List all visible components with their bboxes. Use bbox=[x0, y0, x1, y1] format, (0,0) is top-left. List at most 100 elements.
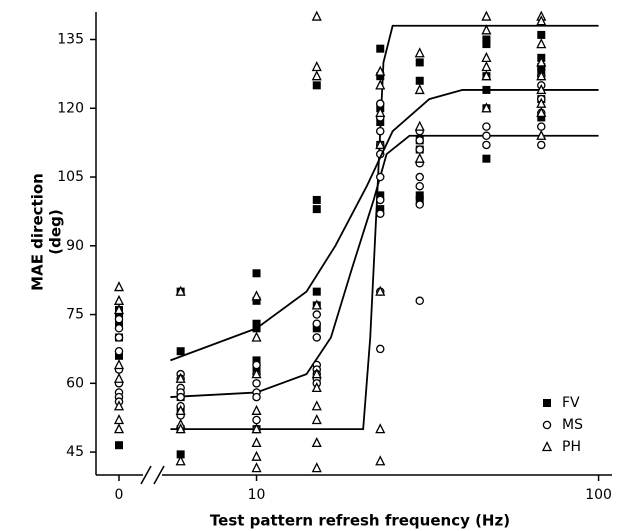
legend-label: FV bbox=[562, 395, 580, 411]
data-point bbox=[481, 10, 492, 21]
data-point bbox=[415, 200, 424, 209]
y-tick-label: 105 bbox=[57, 169, 84, 185]
data-point bbox=[312, 205, 321, 214]
data-point bbox=[114, 346, 124, 356]
data-point bbox=[376, 209, 385, 218]
data-point bbox=[312, 81, 321, 90]
y-tick-label: 135 bbox=[57, 32, 84, 48]
data-point bbox=[113, 414, 125, 425]
data-point bbox=[375, 285, 386, 296]
data-point bbox=[481, 51, 492, 62]
data-point bbox=[311, 10, 322, 21]
axis-break bbox=[153, 465, 165, 485]
data-point bbox=[311, 70, 322, 81]
data-point bbox=[375, 423, 386, 434]
data-point bbox=[113, 400, 125, 411]
data-point bbox=[536, 83, 547, 95]
data-point bbox=[252, 319, 261, 328]
y-tick-label: 45 bbox=[66, 444, 84, 460]
data-point bbox=[115, 310, 123, 319]
data-point bbox=[536, 106, 547, 118]
data-point bbox=[251, 450, 262, 461]
data-point bbox=[375, 455, 386, 466]
data-point bbox=[312, 310, 322, 319]
data-point bbox=[376, 172, 385, 182]
data-point bbox=[376, 126, 385, 136]
fit-curve bbox=[170, 24, 599, 431]
data-point bbox=[176, 392, 185, 402]
data-point bbox=[536, 15, 547, 26]
data-point bbox=[252, 269, 261, 278]
data-point bbox=[376, 118, 385, 127]
data-point bbox=[481, 70, 492, 81]
data-point bbox=[176, 347, 185, 356]
data-point bbox=[115, 441, 123, 450]
data-point bbox=[311, 381, 322, 393]
data-point bbox=[482, 131, 491, 141]
data-point bbox=[376, 344, 385, 354]
data-point bbox=[481, 24, 492, 35]
data-point bbox=[252, 392, 261, 402]
data-point bbox=[414, 83, 425, 95]
legend-label: MS bbox=[562, 417, 583, 433]
data-point bbox=[251, 368, 262, 379]
y-tick-label: 75 bbox=[66, 307, 84, 323]
data-point bbox=[537, 113, 546, 122]
x-tick-label: 10 bbox=[248, 487, 266, 503]
y-axis-label: (deg) bbox=[47, 209, 65, 254]
data-point bbox=[414, 152, 425, 163]
data-point bbox=[536, 56, 547, 67]
data-point bbox=[415, 191, 424, 200]
data-point bbox=[482, 40, 491, 49]
data-point bbox=[251, 331, 262, 342]
data-point bbox=[415, 145, 424, 154]
data-point bbox=[113, 304, 125, 315]
data-point bbox=[311, 299, 322, 310]
data-point bbox=[252, 360, 261, 370]
data-point bbox=[415, 136, 424, 145]
y-tick-label: 120 bbox=[57, 100, 84, 116]
x-axis-label: Test pattern refresh frequency (Hz) bbox=[210, 512, 510, 530]
data-point bbox=[175, 285, 186, 296]
data-point bbox=[312, 319, 322, 328]
data-point bbox=[415, 181, 424, 191]
data-point bbox=[415, 76, 424, 85]
data-point bbox=[482, 122, 491, 131]
data-point bbox=[376, 191, 385, 200]
y-axis-label: MAE direction bbox=[29, 173, 47, 291]
data-point bbox=[375, 138, 386, 150]
data-point bbox=[115, 351, 123, 360]
data-point bbox=[376, 99, 385, 108]
data-point bbox=[113, 294, 125, 305]
data-point bbox=[375, 65, 386, 76]
data-point bbox=[311, 368, 322, 379]
fit-curve bbox=[170, 89, 599, 362]
data-point bbox=[311, 61, 322, 72]
data-point bbox=[482, 140, 491, 150]
data-point bbox=[481, 61, 492, 72]
data-point bbox=[113, 281, 125, 292]
data-point bbox=[114, 314, 124, 324]
data-point bbox=[375, 106, 386, 118]
data-point bbox=[115, 319, 123, 328]
data-point bbox=[415, 195, 424, 204]
data-point bbox=[176, 450, 185, 459]
data-point bbox=[175, 455, 186, 466]
data-point bbox=[252, 415, 261, 425]
data-point bbox=[481, 102, 492, 113]
data-point bbox=[536, 38, 547, 49]
data-point bbox=[251, 423, 262, 434]
data-point bbox=[415, 172, 424, 182]
data-point bbox=[175, 423, 186, 434]
axis-break bbox=[140, 465, 152, 485]
legend-marker bbox=[541, 441, 553, 452]
data-point bbox=[114, 333, 124, 342]
data-point bbox=[113, 423, 125, 434]
data-point bbox=[312, 333, 322, 342]
data-point bbox=[537, 122, 546, 131]
data-point bbox=[311, 400, 322, 411]
data-point bbox=[252, 356, 261, 365]
data-point bbox=[114, 324, 124, 333]
data-point bbox=[414, 120, 425, 131]
